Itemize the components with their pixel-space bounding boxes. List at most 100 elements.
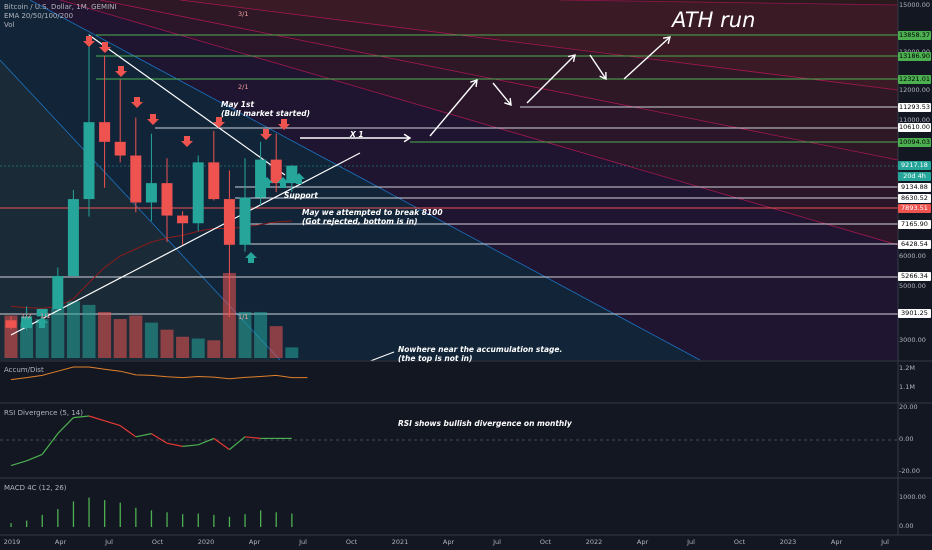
buy-arrow-icon: [36, 317, 48, 328]
macd-axis-zero: 0.00: [899, 522, 914, 530]
axis-tick-3000: 3000.00: [899, 336, 926, 344]
volume-bar: [98, 311, 112, 358]
level-label-7893: 7893.51: [898, 204, 931, 213]
symbol-title: Bitcoin / U.S. Dollar, 1M, GEMINI: [4, 3, 117, 11]
x-tick-label: Jul: [881, 538, 889, 546]
fan-zone-5: [0, 0, 700, 360]
candle-body: [270, 159, 282, 184]
volume-bar: [66, 301, 80, 358]
fan-zone-4: [30, 0, 898, 360]
sell-arrow-icon: [213, 117, 225, 128]
pane-bg: [0, 361, 898, 550]
level-label-12321: 12321.01: [898, 75, 931, 84]
rsi-axis-top: 20.00: [899, 403, 918, 411]
candle-body: [208, 162, 220, 200]
fan-zone-0: [0, 0, 898, 5]
candle-body: [130, 155, 142, 203]
macd-bar: [57, 509, 59, 527]
sell-arrow-icon: [181, 136, 193, 147]
rsi-segment: [104, 420, 121, 427]
volume-bar: [207, 340, 221, 358]
candle-body: [83, 122, 95, 200]
macd-bar: [150, 510, 153, 527]
fan-background: [0, 0, 899, 361]
fan-line-0: [179, 0, 899, 91]
sell-arrow-icon: [278, 119, 290, 130]
x1-label: X 1: [350, 130, 364, 139]
x-tick-label: Apr: [54, 538, 67, 546]
projection-arrow: [589, 54, 607, 80]
fib-label-1-1b: 1/1: [40, 312, 51, 320]
volume-bar: [129, 315, 143, 358]
x-tick-label: 2023: [779, 538, 797, 546]
rsi-segment: [166, 442, 183, 447]
projection-arrowhead: [662, 36, 671, 44]
candle-body: [223, 199, 235, 245]
macd-bar: [88, 497, 90, 527]
projection-arrow: [623, 36, 671, 80]
fan-line-5: [559, 0, 899, 6]
macd-bar: [72, 501, 75, 527]
macd-bar: [213, 514, 215, 527]
macd-bar: [260, 510, 262, 527]
fib-label-3-1: 3/1: [238, 10, 249, 18]
rsi-segment: [57, 417, 74, 435]
axis-tick-15000: 15000.00: [899, 1, 931, 9]
level-label-9134: 9134.88: [898, 183, 931, 192]
may-first-label: May 1st: [221, 100, 255, 109]
volume-bar: [269, 326, 283, 358]
level-label-3901: 3901.25: [898, 309, 931, 318]
macd-bar: [244, 514, 246, 527]
sell-arrow-icon: [260, 129, 272, 140]
candle-body: [255, 159, 267, 198]
candle-body: [286, 165, 298, 184]
rsi-segment: [41, 433, 59, 455]
projection-arrow: [492, 82, 512, 106]
candle-body: [36, 308, 48, 317]
candle-body: [145, 183, 157, 203]
volume-bar: [20, 322, 34, 358]
horizontal-levels: [0, 34, 898, 315]
level-label-13186: 13186.90: [898, 52, 931, 61]
signal-arrows: [21, 36, 305, 328]
rsi-note: RSI shows bullish divergence on monthly: [398, 419, 572, 428]
candle-body: [177, 215, 189, 224]
candle-body: [5, 320, 17, 328]
projection-arrowhead: [599, 71, 607, 81]
macd-bar: [291, 513, 293, 527]
sell-arrow-icon: [115, 66, 127, 77]
projection-arrow: [526, 54, 576, 104]
projection-arrowhead: [403, 133, 412, 143]
x-tick-label: 2022: [585, 538, 603, 546]
macd-bar: [135, 507, 137, 527]
macd-axis-top: 1000.00: [899, 493, 926, 501]
buy-arrow-icon: [293, 173, 305, 184]
projection-arrowhead: [470, 78, 478, 88]
level-label-5266: 5266.34: [898, 272, 931, 281]
projection-arrowhead: [568, 54, 576, 62]
axis-tick-5000: 5000.00: [899, 282, 926, 290]
rsi-segment: [10, 460, 27, 467]
macd-bar: [119, 502, 121, 527]
rsi-segment: [182, 444, 199, 447]
level-label-7165: 7165.90: [898, 220, 931, 229]
macd-bar: [182, 514, 184, 527]
candle-body: [67, 199, 79, 277]
downtrend-line: [88, 34, 286, 176]
axis-tick-12000: 12000.00: [899, 86, 931, 94]
volume-bar: [35, 319, 49, 358]
macd-bar: [26, 520, 28, 527]
x-tick-label: Jul: [687, 538, 695, 546]
rsi-axis-zero: 0.00: [899, 435, 914, 443]
x-tick-label: 2020: [197, 538, 215, 546]
buy-arrow-icon: [21, 317, 33, 328]
volume-bar: [51, 308, 65, 358]
volume-bar: [82, 304, 96, 358]
rsi-segment: [197, 437, 215, 446]
macd-bar: [166, 512, 168, 527]
axis-tick-11000: 11000.00: [899, 116, 931, 124]
sell-arrow-icon: [99, 42, 111, 53]
projection-arrow: [429, 79, 478, 137]
candles: [5, 33, 298, 330]
